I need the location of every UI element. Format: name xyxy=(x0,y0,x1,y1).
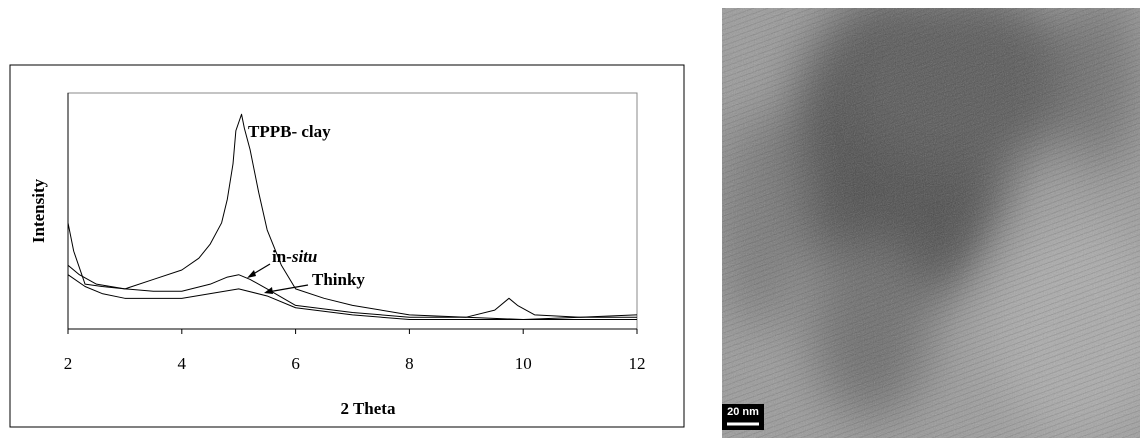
arrow xyxy=(267,284,309,293)
x-tick-label: 6 xyxy=(291,354,300,373)
x-tick-label: 2 xyxy=(64,354,73,373)
image-grain xyxy=(722,8,1140,438)
series-line xyxy=(67,113,638,318)
arrow-head xyxy=(247,270,256,278)
x-tick-label: 10 xyxy=(515,354,532,373)
chart-frame xyxy=(9,64,685,428)
scale-bar-box xyxy=(722,404,764,430)
tem-image xyxy=(722,8,1140,438)
annotation-part: in- xyxy=(272,247,292,266)
x-tick-label: 12 xyxy=(629,354,646,373)
scale-bar-label: 20 nm xyxy=(727,406,759,418)
y-axis-label: Intensity xyxy=(29,178,48,243)
x-axis-label: 2 Theta xyxy=(341,399,396,418)
annotation-part: situ xyxy=(291,247,318,266)
series-line xyxy=(67,264,637,321)
x-tick-label: 4 xyxy=(178,354,187,373)
arrow-head xyxy=(264,287,273,294)
annotation: Thinky xyxy=(312,270,365,289)
x-tick-label: 8 xyxy=(405,354,414,373)
series-line xyxy=(67,274,637,321)
annotation: in-situ xyxy=(272,247,317,266)
annotation: TPPB- clay xyxy=(248,122,331,141)
